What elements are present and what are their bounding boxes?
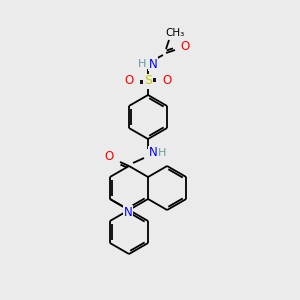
Text: CH₃: CH₃ xyxy=(165,28,184,38)
Text: S: S xyxy=(144,74,152,88)
Text: O: O xyxy=(162,74,172,88)
Text: N: N xyxy=(148,146,158,160)
Text: N: N xyxy=(148,58,158,70)
Text: O: O xyxy=(180,40,190,52)
Text: H: H xyxy=(138,59,146,69)
Text: N: N xyxy=(124,206,132,218)
Text: H: H xyxy=(158,148,166,158)
Text: O: O xyxy=(104,151,114,164)
Text: O: O xyxy=(124,74,134,88)
